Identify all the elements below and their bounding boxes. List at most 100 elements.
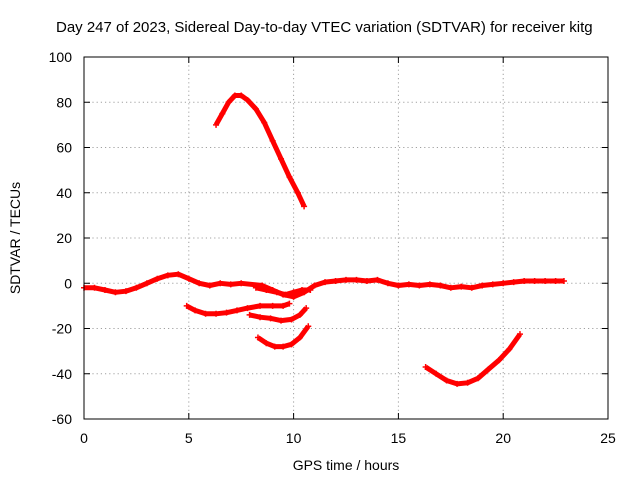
data-point bbox=[286, 173, 293, 180]
data-point bbox=[164, 272, 171, 279]
data-point bbox=[496, 357, 503, 364]
data-point bbox=[263, 340, 270, 347]
data-point bbox=[252, 106, 259, 113]
data-point bbox=[353, 276, 360, 283]
y-tick-label: 0 bbox=[64, 275, 72, 291]
data-point bbox=[374, 276, 381, 283]
data-point bbox=[433, 370, 440, 377]
data-point bbox=[437, 282, 444, 289]
data-point bbox=[311, 282, 318, 289]
data-point bbox=[552, 277, 559, 284]
x-tick-label: 0 bbox=[80, 430, 88, 446]
data-point bbox=[269, 302, 276, 309]
data-point bbox=[332, 277, 339, 284]
data-point bbox=[278, 155, 285, 162]
series-arc-zero-line bbox=[84, 271, 564, 300]
data-point bbox=[288, 316, 295, 323]
data-point bbox=[500, 280, 507, 287]
grid bbox=[84, 57, 608, 419]
data-point bbox=[192, 307, 199, 314]
y-tick-label: 40 bbox=[56, 185, 72, 201]
data-point bbox=[154, 275, 161, 282]
y-tick-label: 80 bbox=[56, 94, 72, 110]
x-tick-label: 10 bbox=[286, 430, 302, 446]
data-point bbox=[447, 284, 454, 291]
data-point bbox=[280, 343, 287, 350]
data-point bbox=[464, 379, 471, 386]
data-point bbox=[219, 110, 226, 117]
axis-ticks: 0 5 10 15 20 25 100 80 60 40 20 0 -20 -40 -60 bbox=[49, 49, 616, 446]
data-point bbox=[542, 277, 549, 284]
y-tick-label: -20 bbox=[52, 321, 72, 337]
data-point bbox=[112, 289, 119, 296]
data-point bbox=[231, 92, 238, 99]
y-tick-label: 20 bbox=[56, 230, 72, 246]
data-point bbox=[475, 375, 482, 382]
data-point bbox=[227, 281, 234, 288]
series-arc-evening-dip bbox=[424, 332, 523, 387]
data-point bbox=[257, 302, 264, 309]
data-point bbox=[468, 284, 475, 291]
data-point bbox=[560, 277, 567, 284]
data-point bbox=[261, 119, 268, 126]
data-point bbox=[282, 291, 289, 298]
data-point bbox=[175, 271, 182, 278]
data-point bbox=[322, 279, 329, 286]
data-point bbox=[252, 284, 259, 291]
data-point bbox=[183, 302, 190, 309]
data-point bbox=[479, 282, 486, 289]
x-tick-label: 5 bbox=[185, 430, 193, 446]
data-point bbox=[516, 331, 523, 338]
data-point bbox=[101, 287, 108, 294]
x-tick-label: 15 bbox=[391, 430, 407, 446]
y-axis-label: SDTVAR / TECUs bbox=[7, 182, 23, 294]
data-point bbox=[531, 277, 538, 284]
data-point bbox=[458, 283, 465, 290]
data-point bbox=[254, 334, 261, 341]
data-point bbox=[273, 289, 280, 296]
data-point bbox=[269, 137, 276, 144]
data-point bbox=[305, 323, 312, 330]
data-point bbox=[225, 99, 232, 106]
data-point bbox=[244, 305, 251, 312]
data-point bbox=[213, 310, 220, 317]
x-tick-label: 20 bbox=[495, 430, 511, 446]
data-point bbox=[246, 311, 253, 318]
data-point bbox=[202, 310, 209, 317]
y-tick-label: 60 bbox=[56, 140, 72, 156]
data-point bbox=[290, 289, 297, 296]
x-axis-label: GPS time / hours bbox=[293, 457, 400, 473]
data-point bbox=[506, 345, 513, 352]
data-point bbox=[296, 334, 303, 341]
data-point bbox=[343, 276, 349, 283]
data-point bbox=[91, 284, 98, 291]
data-point bbox=[185, 275, 192, 282]
data-point bbox=[206, 282, 213, 289]
data-point bbox=[244, 96, 251, 103]
y-tick-label: -60 bbox=[52, 411, 72, 427]
data-point bbox=[196, 280, 203, 287]
data-point bbox=[301, 203, 308, 210]
data-point bbox=[213, 121, 220, 128]
data-point bbox=[296, 311, 303, 318]
data-point bbox=[238, 92, 245, 99]
chart-title: Day 247 of 2023, Sidereal Day-to-day VTE… bbox=[56, 19, 593, 36]
data-point bbox=[443, 377, 450, 384]
data-point bbox=[395, 282, 402, 289]
data-point bbox=[257, 314, 264, 321]
data-point bbox=[363, 277, 370, 284]
data-point bbox=[278, 317, 285, 324]
data-point bbox=[263, 287, 270, 294]
data-point bbox=[133, 284, 140, 291]
data-point bbox=[298, 287, 305, 294]
data-point bbox=[307, 287, 314, 294]
y-tick-label: -40 bbox=[52, 366, 72, 382]
data-point bbox=[234, 307, 241, 314]
data-point bbox=[485, 366, 492, 373]
data-point bbox=[122, 288, 129, 295]
data-point bbox=[521, 277, 528, 284]
data-point bbox=[238, 280, 245, 287]
data-point bbox=[267, 315, 274, 322]
data-point bbox=[489, 281, 496, 288]
